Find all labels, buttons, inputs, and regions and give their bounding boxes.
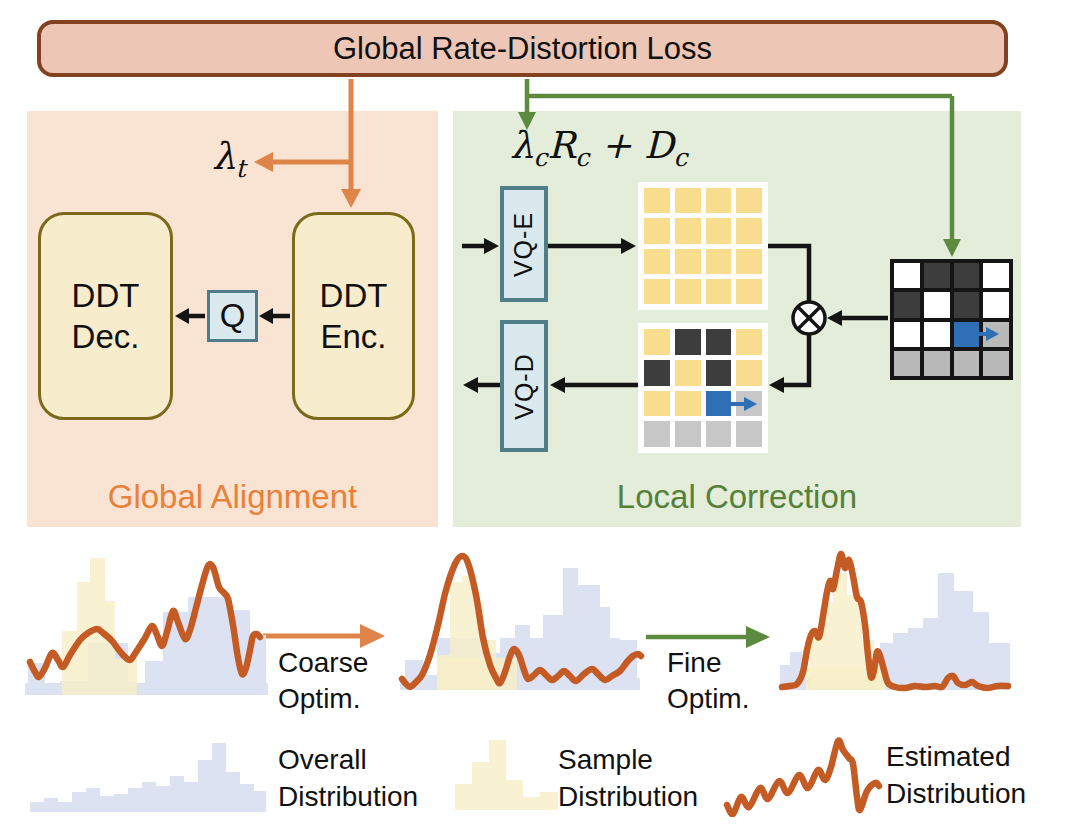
vq-encoder-box: VQ-E — [500, 186, 548, 302]
grid-cell-d — [706, 329, 732, 355]
grid-cell-g — [954, 351, 980, 376]
grid-cell-w — [894, 322, 920, 347]
grid-cell-g — [675, 421, 701, 447]
sample-distribution-icon — [452, 740, 562, 814]
ddt-dec-line2: Dec. — [72, 316, 140, 357]
estimated-distribution-label: EstimatedDistribution — [886, 738, 1026, 812]
grid-cell-y — [736, 249, 762, 274]
grid-cell-d — [924, 263, 950, 288]
vq-decoder-box: VQ-D — [500, 320, 548, 452]
codebook-grid-full — [638, 182, 768, 310]
ddt-encoder-box: DDT Enc. — [292, 212, 415, 420]
vq-d-label: VQ-D — [510, 353, 539, 420]
grid-cell-y — [675, 188, 701, 213]
grid-cell-g — [924, 351, 950, 376]
grid-cell-g — [983, 322, 1009, 347]
grid-cell-g — [706, 421, 732, 447]
grid-cell-y — [644, 218, 670, 243]
grid-cell-y — [736, 329, 762, 355]
q-label: Q — [220, 297, 246, 335]
overall-distribution-icon — [28, 736, 270, 814]
diagram-page: Global Rate-Distortion Loss λt DDT Dec. … — [0, 0, 1068, 838]
grid-cell-y — [675, 279, 701, 304]
grid-cell-y — [706, 279, 732, 304]
sample-distribution-label: SampleDistribution — [558, 741, 698, 815]
grid-cell-y — [736, 218, 762, 243]
grid-cell-w — [924, 292, 950, 317]
grid-cell-g — [644, 421, 670, 447]
banner-label: Global Rate-Distortion Loss — [333, 31, 712, 67]
lambda-t-label: λt — [212, 135, 246, 183]
grid-cell-y — [675, 360, 701, 386]
local-correction-title: Local Correction — [453, 478, 1021, 516]
grid-cell-y — [644, 391, 670, 417]
grid-cell-d — [954, 263, 980, 288]
overall-distribution-label: OverallDistribution — [278, 741, 418, 815]
global-alignment-title: Global Alignment — [27, 478, 438, 516]
mask-grid — [890, 259, 1013, 380]
ddt-decoder-box: DDT Dec. — [38, 212, 173, 420]
vq-e-label: VQ-E — [510, 211, 539, 276]
grid-cell-y — [644, 279, 670, 304]
grid-cell-y — [644, 249, 670, 274]
ddt-enc-line2: Enc. — [320, 316, 386, 357]
grid-cell-y — [644, 188, 670, 213]
grid-cell-b — [706, 391, 732, 417]
grid-cell-d — [706, 360, 732, 386]
ddt-dec-line1: DDT — [72, 275, 140, 316]
grid-cell-y — [706, 188, 732, 213]
grid-cell-y — [706, 249, 732, 274]
codebook-grid-masked — [638, 323, 768, 453]
grid-cell-y — [706, 218, 732, 243]
global-rate-distortion-loss-box: Global Rate-Distortion Loss — [37, 20, 1008, 77]
estimated-distribution-icon — [720, 735, 885, 817]
coarse-optimized-distribution-plot — [395, 548, 647, 695]
grid-cell-d — [644, 360, 670, 386]
coarse-optim-label: CoarseOptim. — [278, 645, 368, 717]
grid-cell-y — [675, 391, 701, 417]
fine-optim-label: FineOptim. — [667, 645, 749, 717]
ddt-enc-line1: DDT — [320, 275, 388, 316]
initial-distribution-plot — [25, 548, 275, 700]
quantizer-box: Q — [207, 290, 258, 342]
grid-cell-w — [894, 263, 920, 288]
grid-cell-d — [675, 329, 701, 355]
lambda-c-rate-distortion-formula: λcRc + Dc — [510, 124, 688, 172]
grid-cell-w — [924, 322, 950, 347]
grid-cell-w — [983, 263, 1009, 288]
grid-cell-d — [894, 292, 920, 317]
grid-cell-w — [983, 292, 1009, 317]
grid-cell-y — [736, 360, 762, 386]
grid-cell-g — [736, 421, 762, 447]
grid-cell-y — [675, 218, 701, 243]
grid-cell-y — [675, 249, 701, 274]
grid-cell-d — [954, 292, 980, 317]
grid-cell-y — [644, 329, 670, 355]
fine-optimized-distribution-plot — [778, 546, 1014, 695]
grid-cell-y — [736, 188, 762, 213]
grid-cell-g — [894, 351, 920, 376]
grid-cell-b — [954, 322, 980, 347]
grid-cell-g — [983, 351, 1009, 376]
grid-cell-y — [736, 279, 762, 304]
grid-cell-g — [736, 391, 762, 417]
